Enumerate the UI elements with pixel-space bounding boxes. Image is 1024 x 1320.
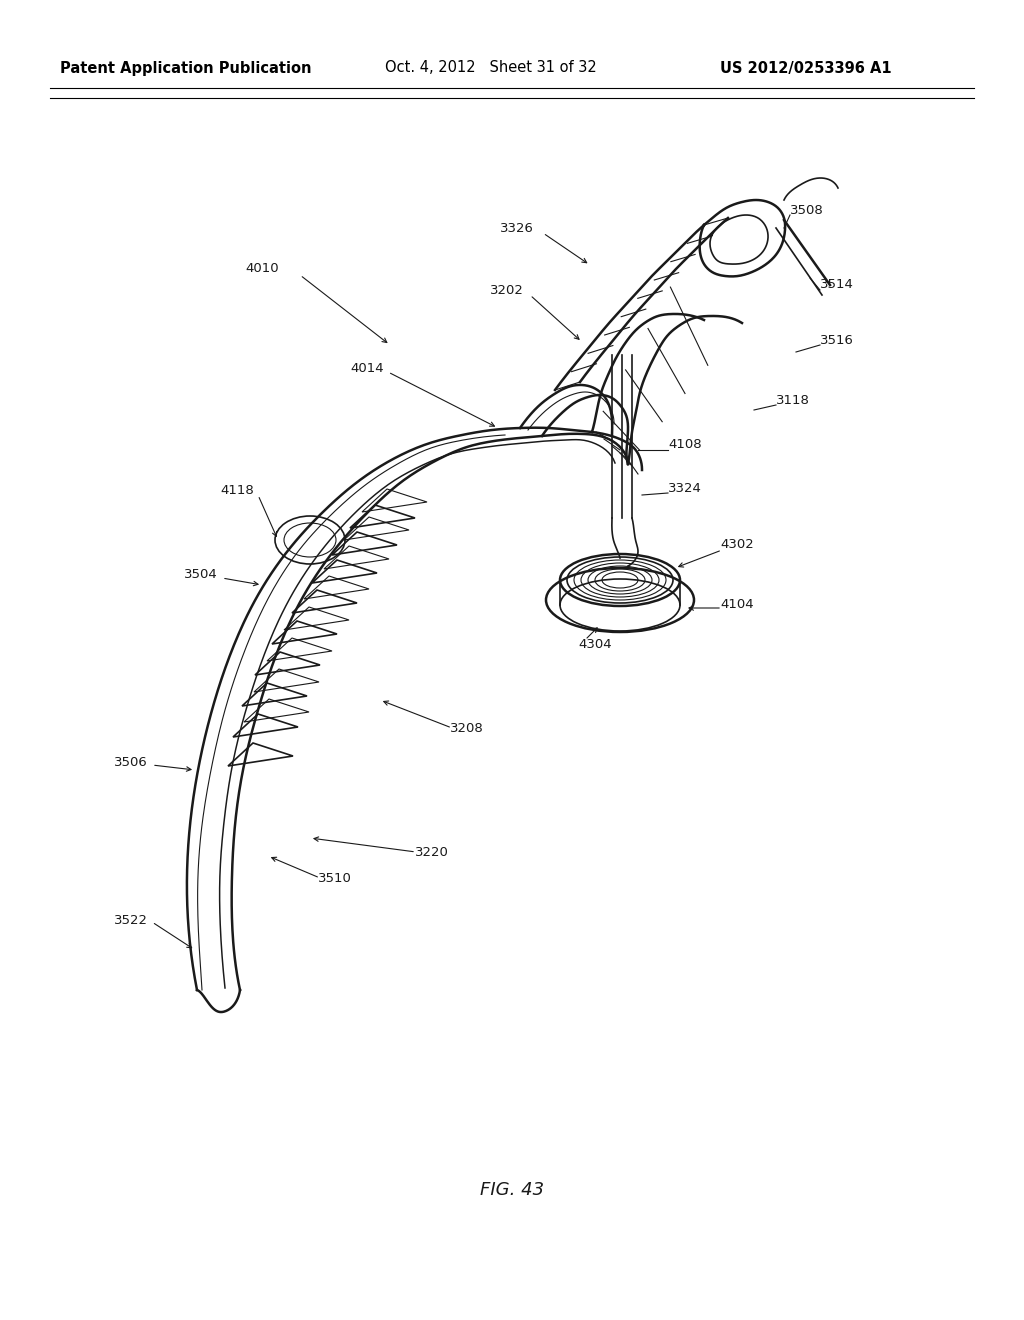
Text: Patent Application Publication: Patent Application Publication	[60, 61, 311, 75]
Text: 4104: 4104	[720, 598, 754, 611]
Text: 3504: 3504	[184, 569, 218, 582]
Text: 3516: 3516	[820, 334, 854, 346]
Text: 4014: 4014	[350, 362, 384, 375]
Text: 3508: 3508	[790, 203, 823, 216]
Text: 3220: 3220	[415, 846, 449, 858]
Text: 3118: 3118	[776, 393, 810, 407]
Text: 3208: 3208	[450, 722, 483, 734]
Text: 3506: 3506	[115, 755, 148, 768]
Text: US 2012/0253396 A1: US 2012/0253396 A1	[720, 61, 892, 75]
Text: FIG. 43: FIG. 43	[480, 1181, 544, 1199]
Text: 4010: 4010	[245, 261, 279, 275]
Text: 4108: 4108	[668, 438, 701, 451]
Text: 3514: 3514	[820, 279, 854, 292]
Text: 3510: 3510	[318, 871, 352, 884]
Text: 4302: 4302	[720, 539, 754, 552]
Text: 4304: 4304	[578, 639, 611, 652]
Text: Oct. 4, 2012   Sheet 31 of 32: Oct. 4, 2012 Sheet 31 of 32	[385, 61, 597, 75]
Text: 3522: 3522	[114, 913, 148, 927]
Text: 4118: 4118	[220, 483, 254, 496]
Text: 3324: 3324	[668, 482, 701, 495]
Text: 3326: 3326	[500, 222, 534, 235]
Text: 3202: 3202	[490, 284, 524, 297]
